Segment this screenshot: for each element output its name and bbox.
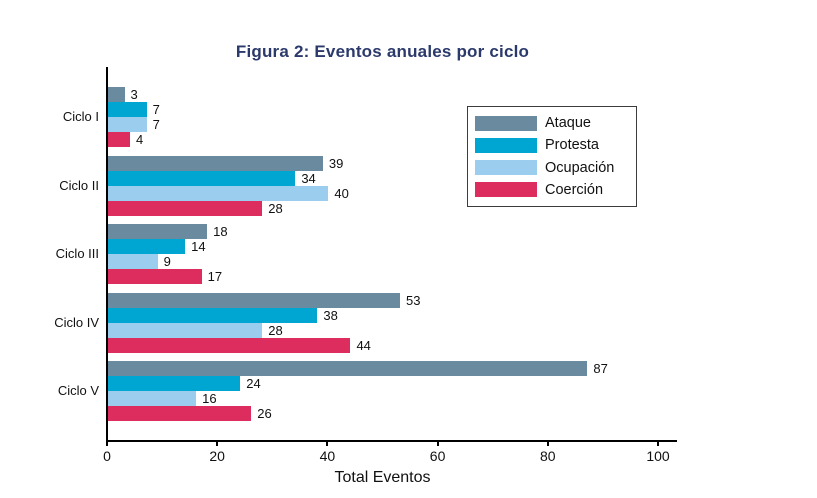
legend-swatch <box>475 182 537 198</box>
legend-swatch <box>475 115 537 131</box>
bar <box>108 155 323 171</box>
category-label: Ciclo IV <box>54 314 99 330</box>
bar <box>108 117 147 132</box>
legend-label: Protesta <box>545 137 599 154</box>
bar-value-label: 24 <box>246 376 261 391</box>
bar-value-label: 87 <box>593 361 608 376</box>
legend-item: Ocupación <box>468 160 636 176</box>
legend-item: Ataque <box>468 115 636 131</box>
category-label: Ciclo V <box>57 383 99 398</box>
bar-value-label: 39 <box>328 155 344 171</box>
x-tick <box>106 441 108 446</box>
bar-value-label: 28 <box>268 200 283 216</box>
bar <box>108 185 329 201</box>
bar <box>108 132 131 147</box>
x-tick <box>436 441 439 446</box>
bar <box>108 376 241 391</box>
x-tick-label: 60 <box>429 448 446 464</box>
bar <box>108 269 202 284</box>
legend-label: Coerción <box>545 181 604 198</box>
bar-value-label: 44 <box>356 337 371 353</box>
x-axis-label: Total Eventos <box>334 469 431 486</box>
legend-item: Protesta <box>468 137 636 153</box>
bar <box>108 224 208 239</box>
legend-item: Coerción <box>468 182 636 198</box>
bar-value-label: 40 <box>334 185 349 201</box>
bar <box>108 292 401 308</box>
x-tick-label: 100 <box>646 448 670 464</box>
bar <box>108 102 147 117</box>
bar-value-label: 4 <box>136 132 144 147</box>
category-label: Ciclo I <box>62 109 99 124</box>
bar-value-label: 26 <box>257 406 272 421</box>
bar <box>108 361 588 376</box>
x-axis-line <box>106 440 677 442</box>
bar-value-label: 9 <box>163 254 171 269</box>
bar <box>108 322 263 338</box>
bar-value-label: 34 <box>301 170 316 186</box>
bar <box>108 254 158 269</box>
bar <box>108 200 263 216</box>
bar-value-label: 7 <box>152 117 160 132</box>
bar <box>108 307 318 323</box>
legend-swatch <box>475 137 537 153</box>
category-label: Ciclo II <box>59 177 99 193</box>
bar <box>108 406 252 421</box>
bar <box>108 239 186 254</box>
legend-label: Ataque <box>545 115 591 132</box>
bar-value-label: 16 <box>202 391 217 406</box>
bar-value-label: 38 <box>323 307 338 323</box>
x-tick <box>546 441 549 446</box>
bar-value-label: 7 <box>152 102 160 117</box>
legend-swatch <box>475 160 537 176</box>
bar <box>108 87 125 102</box>
legend-label: Ocupación <box>545 159 615 176</box>
x-tick-label: 40 <box>319 448 336 464</box>
bar-value-label: 3 <box>130 87 138 102</box>
category-label: Ciclo III <box>55 246 99 261</box>
bar <box>108 391 197 406</box>
bar-value-label: 17 <box>207 269 223 284</box>
x-tick <box>216 441 219 446</box>
bar-value-label: 14 <box>191 239 206 254</box>
x-tick-label: 20 <box>209 448 225 464</box>
bar <box>108 337 351 353</box>
bar <box>108 170 296 186</box>
bar-value-label: 28 <box>268 322 283 338</box>
bar-value-label: 18 <box>213 224 228 239</box>
x-tick <box>657 441 659 446</box>
chart-title: Figura 2: Eventos anuales por ciclo <box>235 42 530 61</box>
bar-value-label: 53 <box>406 292 421 308</box>
x-tick-label: 80 <box>540 448 556 464</box>
x-tick <box>326 441 329 446</box>
y-axis-line <box>106 67 108 441</box>
legend: Ataque Protesta Ocupación Coerción <box>467 106 637 207</box>
x-tick-label: 0 <box>103 448 111 464</box>
